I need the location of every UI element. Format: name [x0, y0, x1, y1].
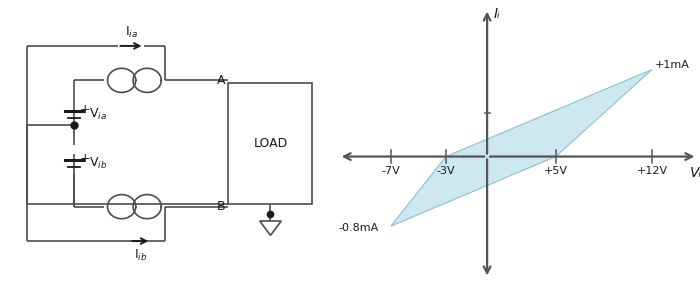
- Text: Vᵢ: Vᵢ: [690, 166, 700, 180]
- Text: V$_{ia}$: V$_{ia}$: [89, 107, 107, 122]
- Text: +12V: +12V: [636, 166, 668, 176]
- Text: +5V: +5V: [544, 166, 568, 176]
- Text: -3V: -3V: [437, 166, 455, 176]
- Text: B: B: [216, 200, 225, 213]
- Text: I$_{ib}$: I$_{ib}$: [134, 248, 147, 263]
- Text: +: +: [80, 103, 90, 116]
- Text: -0.8mA: -0.8mA: [339, 223, 379, 233]
- Text: A: A: [216, 74, 225, 87]
- Text: +: +: [80, 152, 90, 165]
- Text: -7V: -7V: [382, 166, 400, 176]
- Bar: [228, 83, 312, 204]
- Text: Iᵢ: Iᵢ: [494, 7, 500, 21]
- Polygon shape: [391, 69, 652, 226]
- Text: LOAD: LOAD: [253, 137, 288, 150]
- Text: V$_{ib}$: V$_{ib}$: [89, 156, 107, 171]
- Text: +1mA: +1mA: [654, 60, 690, 70]
- Text: I$_{ia}$: I$_{ia}$: [125, 24, 138, 40]
